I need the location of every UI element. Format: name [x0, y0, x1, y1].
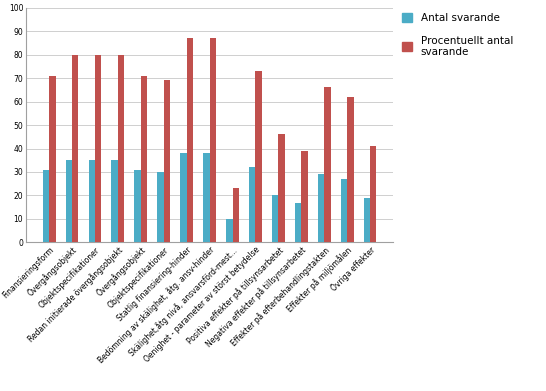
Bar: [66, 160, 72, 242]
Bar: [118, 55, 124, 242]
Bar: [278, 135, 285, 242]
Bar: [347, 97, 353, 242]
Bar: [324, 88, 330, 242]
Bar: [256, 71, 262, 242]
Bar: [141, 76, 147, 242]
Bar: [203, 153, 210, 242]
Bar: [318, 174, 324, 242]
Bar: [134, 170, 141, 242]
Bar: [364, 198, 370, 242]
Bar: [187, 38, 193, 242]
Bar: [210, 38, 216, 242]
Legend: Antal svarande, Procentuellt antal
svarande: Antal svarande, Procentuellt antal svara…: [402, 13, 513, 57]
Bar: [164, 81, 170, 242]
Bar: [49, 76, 56, 242]
Bar: [301, 151, 308, 242]
Bar: [157, 172, 164, 242]
Bar: [226, 219, 233, 242]
Bar: [370, 146, 376, 242]
Bar: [295, 203, 301, 242]
Bar: [88, 160, 95, 242]
Bar: [72, 55, 79, 242]
Bar: [95, 55, 102, 242]
Bar: [180, 153, 187, 242]
Bar: [249, 167, 256, 242]
Bar: [233, 188, 239, 242]
Bar: [272, 196, 278, 242]
Bar: [341, 179, 347, 242]
Bar: [43, 170, 49, 242]
Bar: [111, 160, 118, 242]
